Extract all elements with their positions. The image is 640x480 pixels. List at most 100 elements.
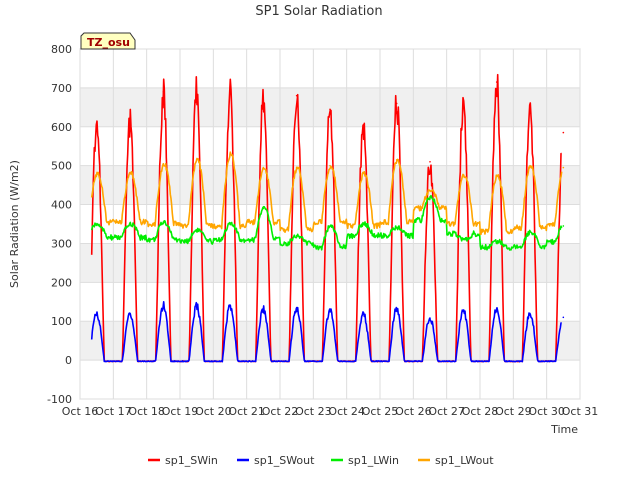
- peak-point-sp1_LWout: [562, 166, 565, 169]
- peak-point-sp1_SWin: [295, 94, 298, 97]
- peak-point-sp1_LWin: [429, 195, 431, 198]
- peak-point-sp1_LWin: [262, 207, 265, 210]
- peak-point-sp1_LWin: [195, 229, 198, 231]
- x-tick-label: Oct 22: [262, 405, 299, 418]
- peak-point-sp1_SWin: [195, 90, 198, 93]
- peak-point-sp1_LWout: [262, 166, 265, 169]
- peak-point-sp1_SWout: [395, 307, 398, 310]
- peak-point-sp1_LWout: [495, 174, 498, 177]
- legend-label: sp1_LWout: [435, 454, 494, 467]
- peak-point-sp1_SWout: [529, 312, 531, 315]
- peak-point-sp1_LWout: [162, 162, 165, 165]
- y-tick-label: 100: [51, 315, 72, 328]
- peak-point-sp1_SWout: [295, 306, 298, 309]
- grid-band: [80, 165, 580, 205]
- peak-point-sp1_LWout: [329, 164, 331, 167]
- x-tick-label: Oct 19: [162, 405, 199, 418]
- x-tick-label: Oct 17: [95, 405, 132, 418]
- x-axis-label: Time: [550, 423, 578, 436]
- peak-point-sp1_SWout: [229, 305, 231, 308]
- chart-title: SP1 Solar Radiation: [255, 4, 382, 19]
- x-tick-label: Oct 29: [495, 405, 532, 418]
- x-tick-label: Oct 25: [362, 405, 399, 418]
- peak-point-sp1_SWin: [129, 122, 131, 124]
- y-tick-label: 500: [51, 160, 72, 173]
- x-tick-label: Oct 26: [395, 405, 432, 418]
- y-tick-label: 200: [51, 276, 72, 289]
- peak-point-sp1_LWout: [395, 159, 398, 161]
- badge-text: TZ_osu: [87, 36, 130, 49]
- peak-point-sp1_SWin: [162, 90, 165, 93]
- peak-point-sp1_LWin: [295, 234, 298, 237]
- peak-point-sp1_LWin: [562, 225, 565, 227]
- y-axis-label: Solar Radiation (W/m2): [8, 160, 21, 288]
- peak-point-sp1_LWout: [195, 159, 198, 161]
- x-tick-label: Oct 23: [295, 405, 332, 418]
- y-axis-ticks: -100 0 100 200 300 400 500 600 700 800: [47, 43, 72, 406]
- peak-point-sp1_LWout: [362, 172, 365, 175]
- series-sp1_LWin: [90, 194, 565, 251]
- peak-point-sp1_SWin: [262, 100, 265, 103]
- peak-point-sp1_SWout: [429, 317, 431, 319]
- peak-point-sp1_LWout: [462, 174, 465, 177]
- x-tick-label: Oct 31: [562, 405, 599, 418]
- peak-point-sp1_SWin: [462, 104, 465, 107]
- legend: sp1_SWin sp1_SWout sp1_LWin sp1_LWout: [148, 454, 494, 467]
- peak-point-sp1_LWout: [129, 172, 131, 175]
- peak-point-sp1_SWout: [329, 309, 331, 312]
- series-line-sp1_LWout: [90, 151, 563, 236]
- peak-point-sp1_LWin: [462, 238, 465, 241]
- grid-band: [80, 87, 580, 127]
- y-tick-label: 300: [51, 237, 72, 250]
- peak-point-sp1_LWout: [295, 166, 298, 169]
- grid-band: [80, 321, 580, 361]
- y-tick-label: 800: [51, 43, 72, 56]
- peak-point-sp1_SWin: [395, 102, 398, 105]
- x-tick-label: Oct 20: [195, 405, 232, 418]
- peak-point-sp1_LWout: [529, 164, 531, 167]
- peak-point-sp1_SWin: [529, 112, 531, 114]
- peak-point-sp1_SWout: [262, 307, 265, 310]
- peak-point-sp1_SWin: [562, 131, 565, 134]
- peak-point-sp1_SWout: [195, 305, 198, 308]
- peak-point-sp1_LWout: [429, 190, 431, 192]
- peak-point-sp1_LWout: [229, 153, 231, 155]
- data-series: [90, 73, 565, 363]
- series-line-sp1_SWout: [90, 300, 562, 363]
- peak-point-sp1_LWin: [329, 225, 331, 227]
- x-tick-label: Oct 24: [328, 405, 365, 418]
- x-tick-label: Oct 21: [228, 405, 265, 418]
- peak-point-sp1_SWout: [462, 309, 465, 312]
- x-tick-label: Oct 30: [528, 405, 565, 418]
- peak-point-sp1_SWin: [329, 108, 331, 111]
- peak-point-sp1_SWout: [129, 312, 131, 315]
- y-tick-label: -100: [47, 393, 72, 406]
- peak-point-sp1_SWout: [362, 313, 365, 316]
- peak-point-sp1_LWin: [495, 240, 498, 243]
- x-tick-label: Oct 18: [128, 405, 165, 418]
- peak-point-sp1_LWin: [129, 223, 131, 225]
- series-sp1_LWout: [90, 151, 565, 236]
- legend-label: sp1_LWin: [348, 454, 399, 467]
- y-tick-label: 700: [51, 82, 72, 95]
- legend-label: sp1_SWout: [254, 454, 315, 467]
- peak-point-sp1_SWout: [562, 316, 565, 319]
- peak-point-sp1_SWin: [429, 160, 431, 163]
- site-badge: TZ_osu: [80, 32, 136, 50]
- peak-point-sp1_SWout: [495, 307, 498, 310]
- y-tick-label: 600: [51, 121, 72, 134]
- peak-point-sp1_SWin: [495, 81, 498, 83]
- grid-band: [80, 243, 580, 283]
- x-tick-label: Oct 16: [62, 405, 99, 418]
- badge-box: [80, 32, 136, 50]
- legend-label: sp1_SWin: [165, 454, 218, 467]
- x-tick-label: Oct 28: [462, 405, 499, 418]
- peak-point-sp1_SWin: [362, 124, 365, 126]
- peak-point-sp1_LWin: [529, 230, 531, 233]
- peak-point-sp1_LWin: [229, 223, 231, 225]
- series-line-sp1_LWin: [90, 194, 563, 251]
- x-tick-label: Oct 27: [428, 405, 465, 418]
- peak-point-sp1_SWin: [229, 92, 231, 95]
